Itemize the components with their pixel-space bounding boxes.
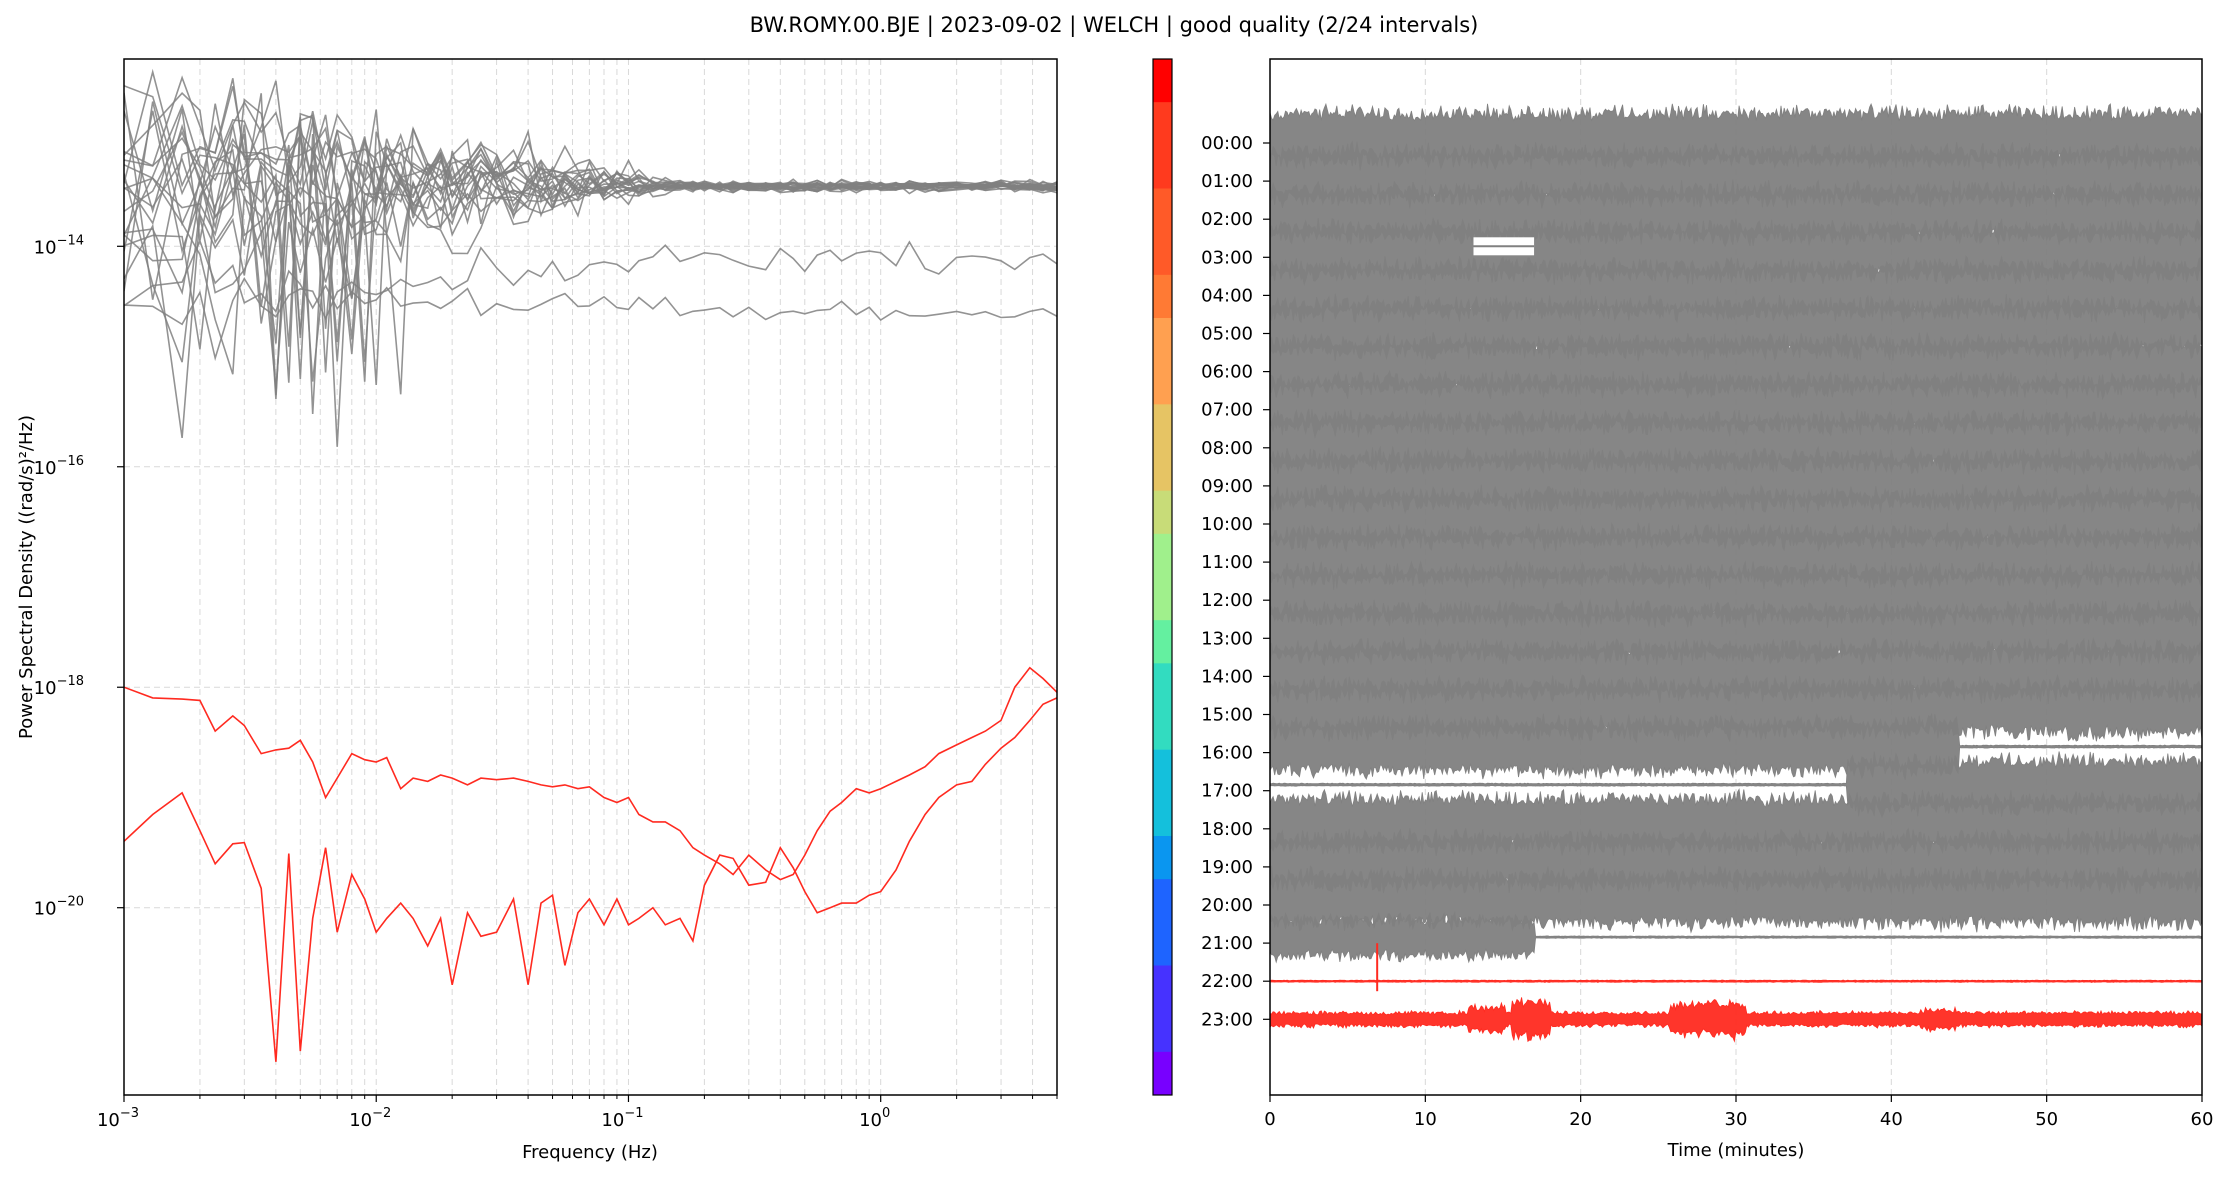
hour-label: 13:00 xyxy=(1201,628,1253,649)
hour-label: 22:00 xyxy=(1201,971,1253,992)
colorbar-segment xyxy=(1153,706,1172,751)
hour-label: 09:00 xyxy=(1201,476,1253,497)
colorbar-segment xyxy=(1153,145,1172,189)
waveform-x-ticks: 0 10 20 30 40 50 60 xyxy=(1264,1095,2213,1130)
hour-label: 06:00 xyxy=(1201,362,1253,383)
colorbar-segment xyxy=(1153,188,1172,233)
waveform-x-tick-label: 10 xyxy=(1414,1109,1437,1130)
psd-axes-frame xyxy=(123,58,1058,1096)
hour-label: 04:00 xyxy=(1201,285,1253,306)
colorbar-segment xyxy=(1153,404,1172,448)
waveform-trace-good xyxy=(1270,979,2202,983)
psd-x-tick-label: 100 xyxy=(859,1106,890,1131)
colorbar-segment xyxy=(1153,490,1172,535)
colorbar-segment xyxy=(1153,922,1172,966)
hour-label: 14:00 xyxy=(1201,666,1253,687)
hour-label: 20:00 xyxy=(1201,895,1253,916)
hour-label: 17:00 xyxy=(1201,781,1253,802)
psd-bad-line xyxy=(124,238,1057,322)
waveform-x-axis-label: Time (minutes) xyxy=(1667,1140,1805,1161)
colorbar-segment xyxy=(1153,749,1172,794)
hour-label: 08:00 xyxy=(1201,438,1253,459)
waveform-hour-labels: 00:00 01:00 02:00 03:00 04:00 05:00 06:00 07:00… xyxy=(1201,133,1270,1030)
psd-good-line xyxy=(124,697,1057,1062)
colorbar-segment xyxy=(1153,361,1172,405)
hour-label: 07:00 xyxy=(1201,400,1253,421)
hour-label: 21:00 xyxy=(1201,933,1253,954)
colorbar-segment xyxy=(1153,274,1172,319)
colorbar-frame xyxy=(1152,58,1173,1096)
waveform-x-tick-label: 30 xyxy=(1725,1109,1748,1130)
hour-label: 15:00 xyxy=(1201,705,1253,726)
hour-label: 00:00 xyxy=(1201,133,1253,154)
waveform-traces xyxy=(1270,102,2202,1043)
waveform-trace-bad xyxy=(1270,910,2202,964)
hour-label: 12:00 xyxy=(1201,590,1253,611)
psd-x-axis-label: Frequency (Hz) xyxy=(522,1142,658,1163)
waveform-x-tick-label: 50 xyxy=(2035,1109,2058,1130)
hour-label: 02:00 xyxy=(1201,209,1253,230)
psd-bad-line xyxy=(124,240,1057,362)
hour-label: 19:00 xyxy=(1201,857,1253,878)
colorbar-segment xyxy=(1153,965,1172,1010)
waveform-x-tick-label: 40 xyxy=(1880,1109,1903,1130)
psd-bad-line xyxy=(124,175,1057,439)
figure-title: BW.ROMY.00.BJE | 2023-09-02 | WELCH | go… xyxy=(750,13,1479,38)
colorbar-segment xyxy=(1153,1051,1172,1096)
psd-good-series xyxy=(124,666,1057,1062)
colorbar-segment xyxy=(1153,533,1172,578)
colorbar-segment xyxy=(1153,318,1172,362)
colorbar-segment xyxy=(1153,620,1172,664)
psd-x-tick-label: 10−2 xyxy=(349,1106,391,1131)
hour-label: 01:00 xyxy=(1201,171,1253,192)
hour-label: 23:00 xyxy=(1201,1009,1253,1030)
psd-y-axis-label: Power Spectral Density ((rad/s)²/Hz) xyxy=(16,415,37,739)
colorbar-segment xyxy=(1153,102,1172,146)
waveform-x-tick-label: 60 xyxy=(2191,1109,2214,1130)
psd-bad-line xyxy=(124,152,1057,350)
colorbar-segment xyxy=(1153,663,1172,707)
colorbar-segment xyxy=(1153,231,1172,276)
hour-label: 05:00 xyxy=(1201,324,1253,345)
colorbar-segment xyxy=(1153,447,1172,492)
waveform-x-tick-label: 20 xyxy=(1569,1109,1592,1130)
psd-x-ticks: 10−3 10−2 10−1 100 xyxy=(97,1095,890,1131)
colorbar-segment xyxy=(1153,792,1172,837)
colorbar-segment xyxy=(1153,1008,1172,1053)
psd-good-line xyxy=(124,666,1057,881)
waveform-panel: 0 10 20 30 40 50 60 00:0001:0002:0003:0004:000… xyxy=(1201,58,2213,1161)
colorbar xyxy=(1152,58,1173,1096)
waveform-trace-bad xyxy=(1270,712,2202,781)
psd-bad-series xyxy=(124,68,1057,447)
psd-x-tick-label: 10−1 xyxy=(601,1106,643,1131)
waveform-trace-good xyxy=(1270,997,2202,1043)
waveform-x-tick-label: 0 xyxy=(1264,1109,1275,1130)
colorbar-segment xyxy=(1153,879,1172,923)
colorbar-segment xyxy=(1153,577,1172,621)
hour-label: 18:00 xyxy=(1201,819,1253,840)
colorbar-segment xyxy=(1153,836,1172,880)
colorbar-segment xyxy=(1153,59,1172,103)
hour-label: 10:00 xyxy=(1201,514,1253,535)
hour-label: 11:00 xyxy=(1201,552,1253,573)
hour-label: 16:00 xyxy=(1201,743,1253,764)
hour-label: 03:00 xyxy=(1201,247,1253,268)
